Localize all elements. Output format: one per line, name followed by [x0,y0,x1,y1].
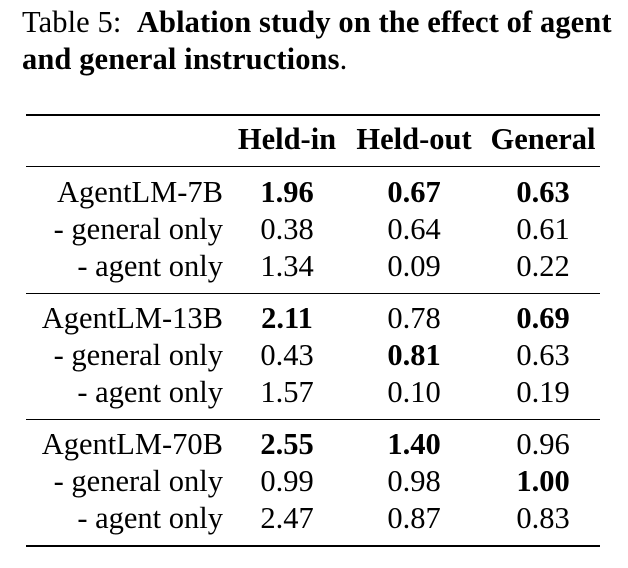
row-label: AgentLM-13B [41,301,223,335]
cell-held-out: 0.64 [387,212,441,246]
header-general: General [490,122,596,156]
cell-general: 1.00 [516,464,570,498]
cell-held-in: 1.96 [260,175,314,209]
row-label: - general only [53,212,223,246]
cell-held-out: 1.40 [387,427,441,461]
cell-general: 0.63 [516,175,570,209]
group-rule [26,293,600,294]
cell-held-out: 0.78 [387,301,441,335]
row-label: AgentLM-7B [56,175,223,209]
cell-held-out: 0.09 [387,249,441,283]
group-rule [26,419,600,420]
cell-held-out: 0.10 [387,375,441,409]
row-label: - agent only [77,249,223,283]
cell-general: 0.19 [516,375,570,409]
row-label: - general only [53,464,223,498]
cell-general: 0.96 [516,427,570,461]
caption-prefix: Table 5: [22,5,122,39]
cell-held-in: 2.55 [260,427,314,461]
row-label: - general only [53,338,223,372]
caption-title: Ablation study on the effect of agent an… [22,5,612,76]
table-bottom-rule [26,545,600,547]
header-held-out: Held-out [356,122,472,156]
cell-held-in: 0.38 [260,212,314,246]
cell-held-in: 2.11 [261,301,313,335]
cell-general: 0.22 [516,249,570,283]
row-label: - agent only [77,375,223,409]
table-caption: Table 5: Ablation study on the effect of… [22,4,622,78]
cell-held-out: 0.67 [387,175,441,209]
cell-held-in: 2.47 [260,501,314,535]
cell-general: 0.61 [516,212,570,246]
header-rule [26,166,600,167]
cell-held-in: 1.34 [260,249,314,283]
row-label: - agent only [77,501,223,535]
cell-general: 0.69 [516,301,570,335]
cell-general: 0.63 [516,338,570,372]
cell-held-in: 0.43 [260,338,314,372]
table-top-rule [26,114,600,116]
cell-held-out: 0.87 [387,501,441,535]
cell-held-in: 1.57 [260,375,314,409]
caption-suffix: . [339,42,348,76]
cell-held-out: 0.81 [387,338,441,372]
row-label: AgentLM-70B [41,427,223,461]
cell-held-out: 0.98 [387,464,441,498]
cell-held-in: 0.99 [260,464,314,498]
cell-general: 0.83 [516,501,570,535]
header-held-in: Held-in [237,122,337,156]
